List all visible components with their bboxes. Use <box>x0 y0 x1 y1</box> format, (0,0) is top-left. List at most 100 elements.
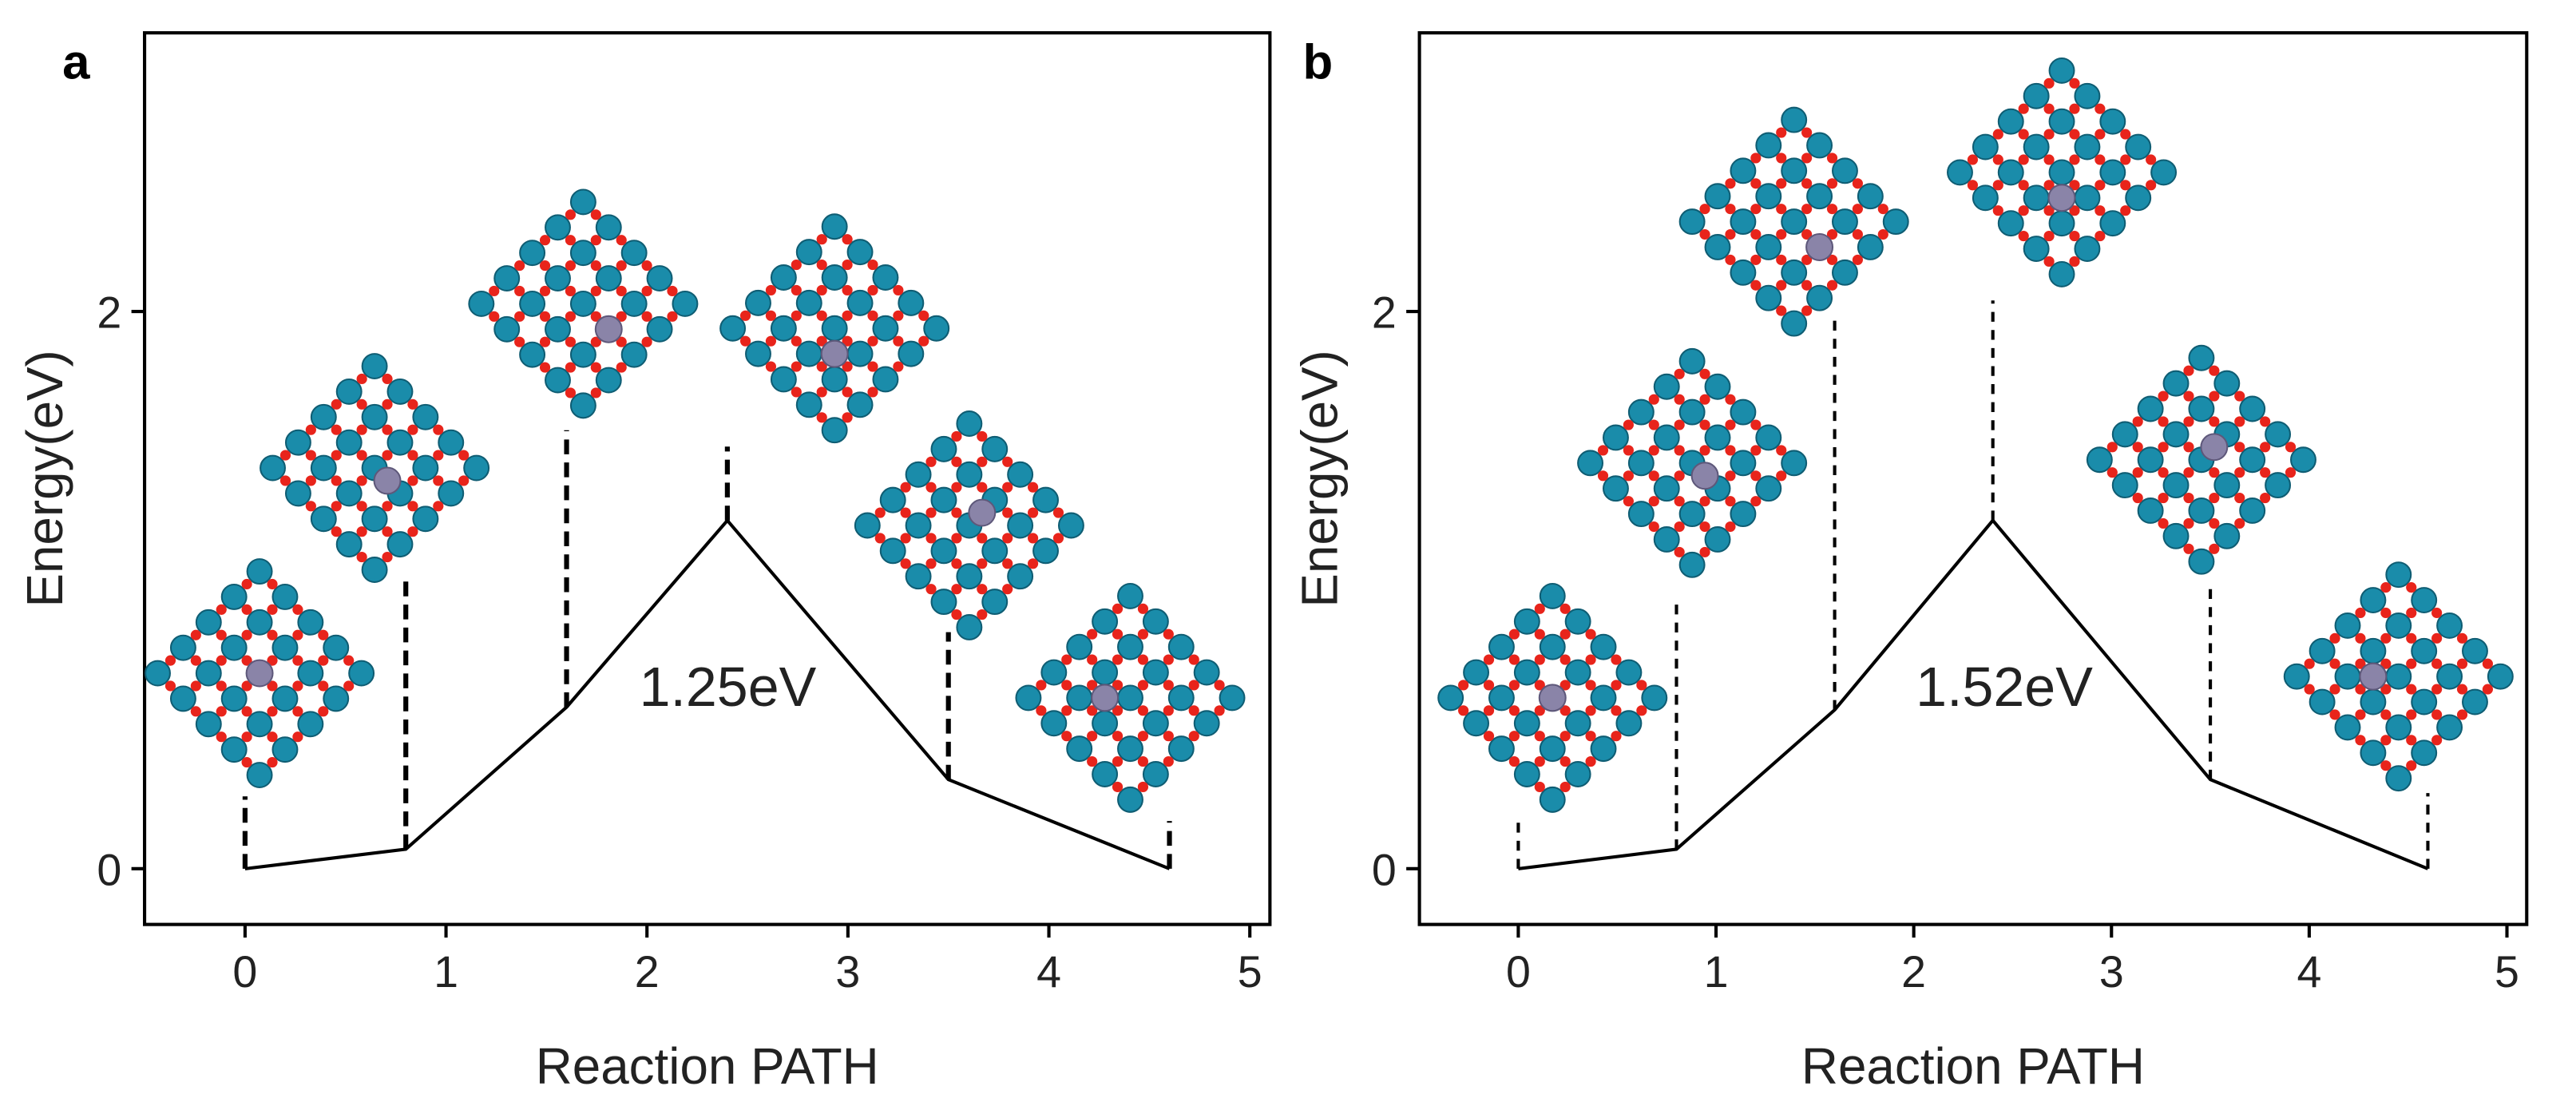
oxygen <box>2094 231 2106 242</box>
oxygen <box>918 335 929 347</box>
oxygen <box>1725 470 1736 482</box>
oxygen <box>2380 684 2392 695</box>
oxygen <box>216 629 227 640</box>
oxygen <box>1597 470 1609 482</box>
oxygen <box>1725 228 1736 240</box>
oxygen <box>2380 760 2392 771</box>
oxygen <box>2069 77 2080 89</box>
atom <box>1142 608 1169 635</box>
oxygen <box>1112 603 1124 614</box>
atom <box>284 429 311 456</box>
oxygen <box>433 450 444 461</box>
oxygen <box>616 362 627 373</box>
atom <box>1997 108 2024 135</box>
oxygen <box>1585 731 1596 742</box>
atom <box>1831 259 1858 286</box>
atom <box>220 583 248 610</box>
oxygen <box>2132 467 2143 478</box>
atom <box>2125 133 2152 161</box>
atom <box>1755 284 1782 311</box>
oxygen <box>1699 394 1710 405</box>
y-axis-label: Energy(eV) <box>16 350 73 607</box>
oxygen <box>2329 684 2340 695</box>
atom <box>1641 684 1668 712</box>
oxygen <box>2106 467 2118 478</box>
atom <box>493 265 521 291</box>
oxygen <box>190 680 201 692</box>
oxygen <box>407 526 418 537</box>
oxygen <box>1750 279 1762 291</box>
oxygen <box>279 475 291 486</box>
oxygen <box>2234 442 2245 453</box>
atom <box>1781 259 1808 286</box>
atom <box>2213 522 2241 549</box>
dopant <box>1805 232 1834 261</box>
atom <box>1015 684 1042 712</box>
oxygen <box>267 680 278 692</box>
oxygen <box>1826 178 1838 189</box>
oxygen <box>1163 731 1174 742</box>
oxygen <box>1559 654 1571 665</box>
atom <box>1755 183 1782 210</box>
atom <box>1117 786 1143 813</box>
oxygen <box>1636 680 1647 691</box>
oxygen <box>1674 470 1685 482</box>
oxygen <box>2329 658 2340 669</box>
oxygen <box>1597 445 1609 456</box>
atom <box>719 315 747 342</box>
atom <box>1627 450 1655 477</box>
atom <box>1117 633 1143 660</box>
oxygen <box>867 335 878 347</box>
oxygen <box>1801 127 1813 138</box>
oxygen <box>1002 584 1013 595</box>
oxygen <box>565 311 577 322</box>
oxygen <box>2018 129 2029 140</box>
atom <box>1167 735 1195 763</box>
oxygen <box>2043 180 2055 191</box>
dopant <box>2359 662 2388 691</box>
oxygen <box>2355 735 2366 746</box>
oxygen <box>565 260 577 272</box>
x-tick-label: 4 <box>2297 947 2321 997</box>
oxygen <box>2234 492 2245 504</box>
energy-line <box>244 517 1171 870</box>
oxygen <box>1776 228 1787 240</box>
oxygen <box>1750 254 1762 265</box>
oxygen <box>1559 603 1571 614</box>
oxygen <box>765 310 777 321</box>
oxygen <box>2380 735 2392 746</box>
oxygen <box>1002 533 1013 544</box>
atom <box>2265 472 2292 499</box>
oxygen <box>667 285 678 297</box>
atom <box>412 403 439 430</box>
oxygen <box>267 757 278 768</box>
oxygen <box>458 475 470 486</box>
oxygen <box>539 285 551 297</box>
oxygen <box>2106 442 2118 453</box>
atom <box>2099 108 2126 135</box>
atom <box>246 609 273 636</box>
oxygen <box>951 584 962 595</box>
atom <box>2283 663 2310 690</box>
atom <box>1781 106 1808 133</box>
atom <box>795 340 822 367</box>
oxygen <box>356 475 367 486</box>
oxygen <box>331 398 342 410</box>
atom <box>846 391 874 418</box>
oxygen <box>2094 103 2106 114</box>
atom <box>745 289 771 316</box>
atom <box>2411 688 2438 716</box>
atom <box>1730 157 1757 184</box>
oxygen <box>1188 680 1199 691</box>
oxygen <box>1611 731 1622 742</box>
oxygen <box>1508 654 1520 665</box>
oxygen <box>2234 517 2245 529</box>
atom <box>2162 370 2190 397</box>
oxygen <box>2158 416 2169 427</box>
dopant <box>373 466 402 495</box>
oxygen <box>565 387 577 398</box>
oxygen <box>842 387 853 398</box>
oxygen <box>2120 129 2131 140</box>
oxygen <box>1087 628 1098 640</box>
atom <box>1513 710 1540 737</box>
